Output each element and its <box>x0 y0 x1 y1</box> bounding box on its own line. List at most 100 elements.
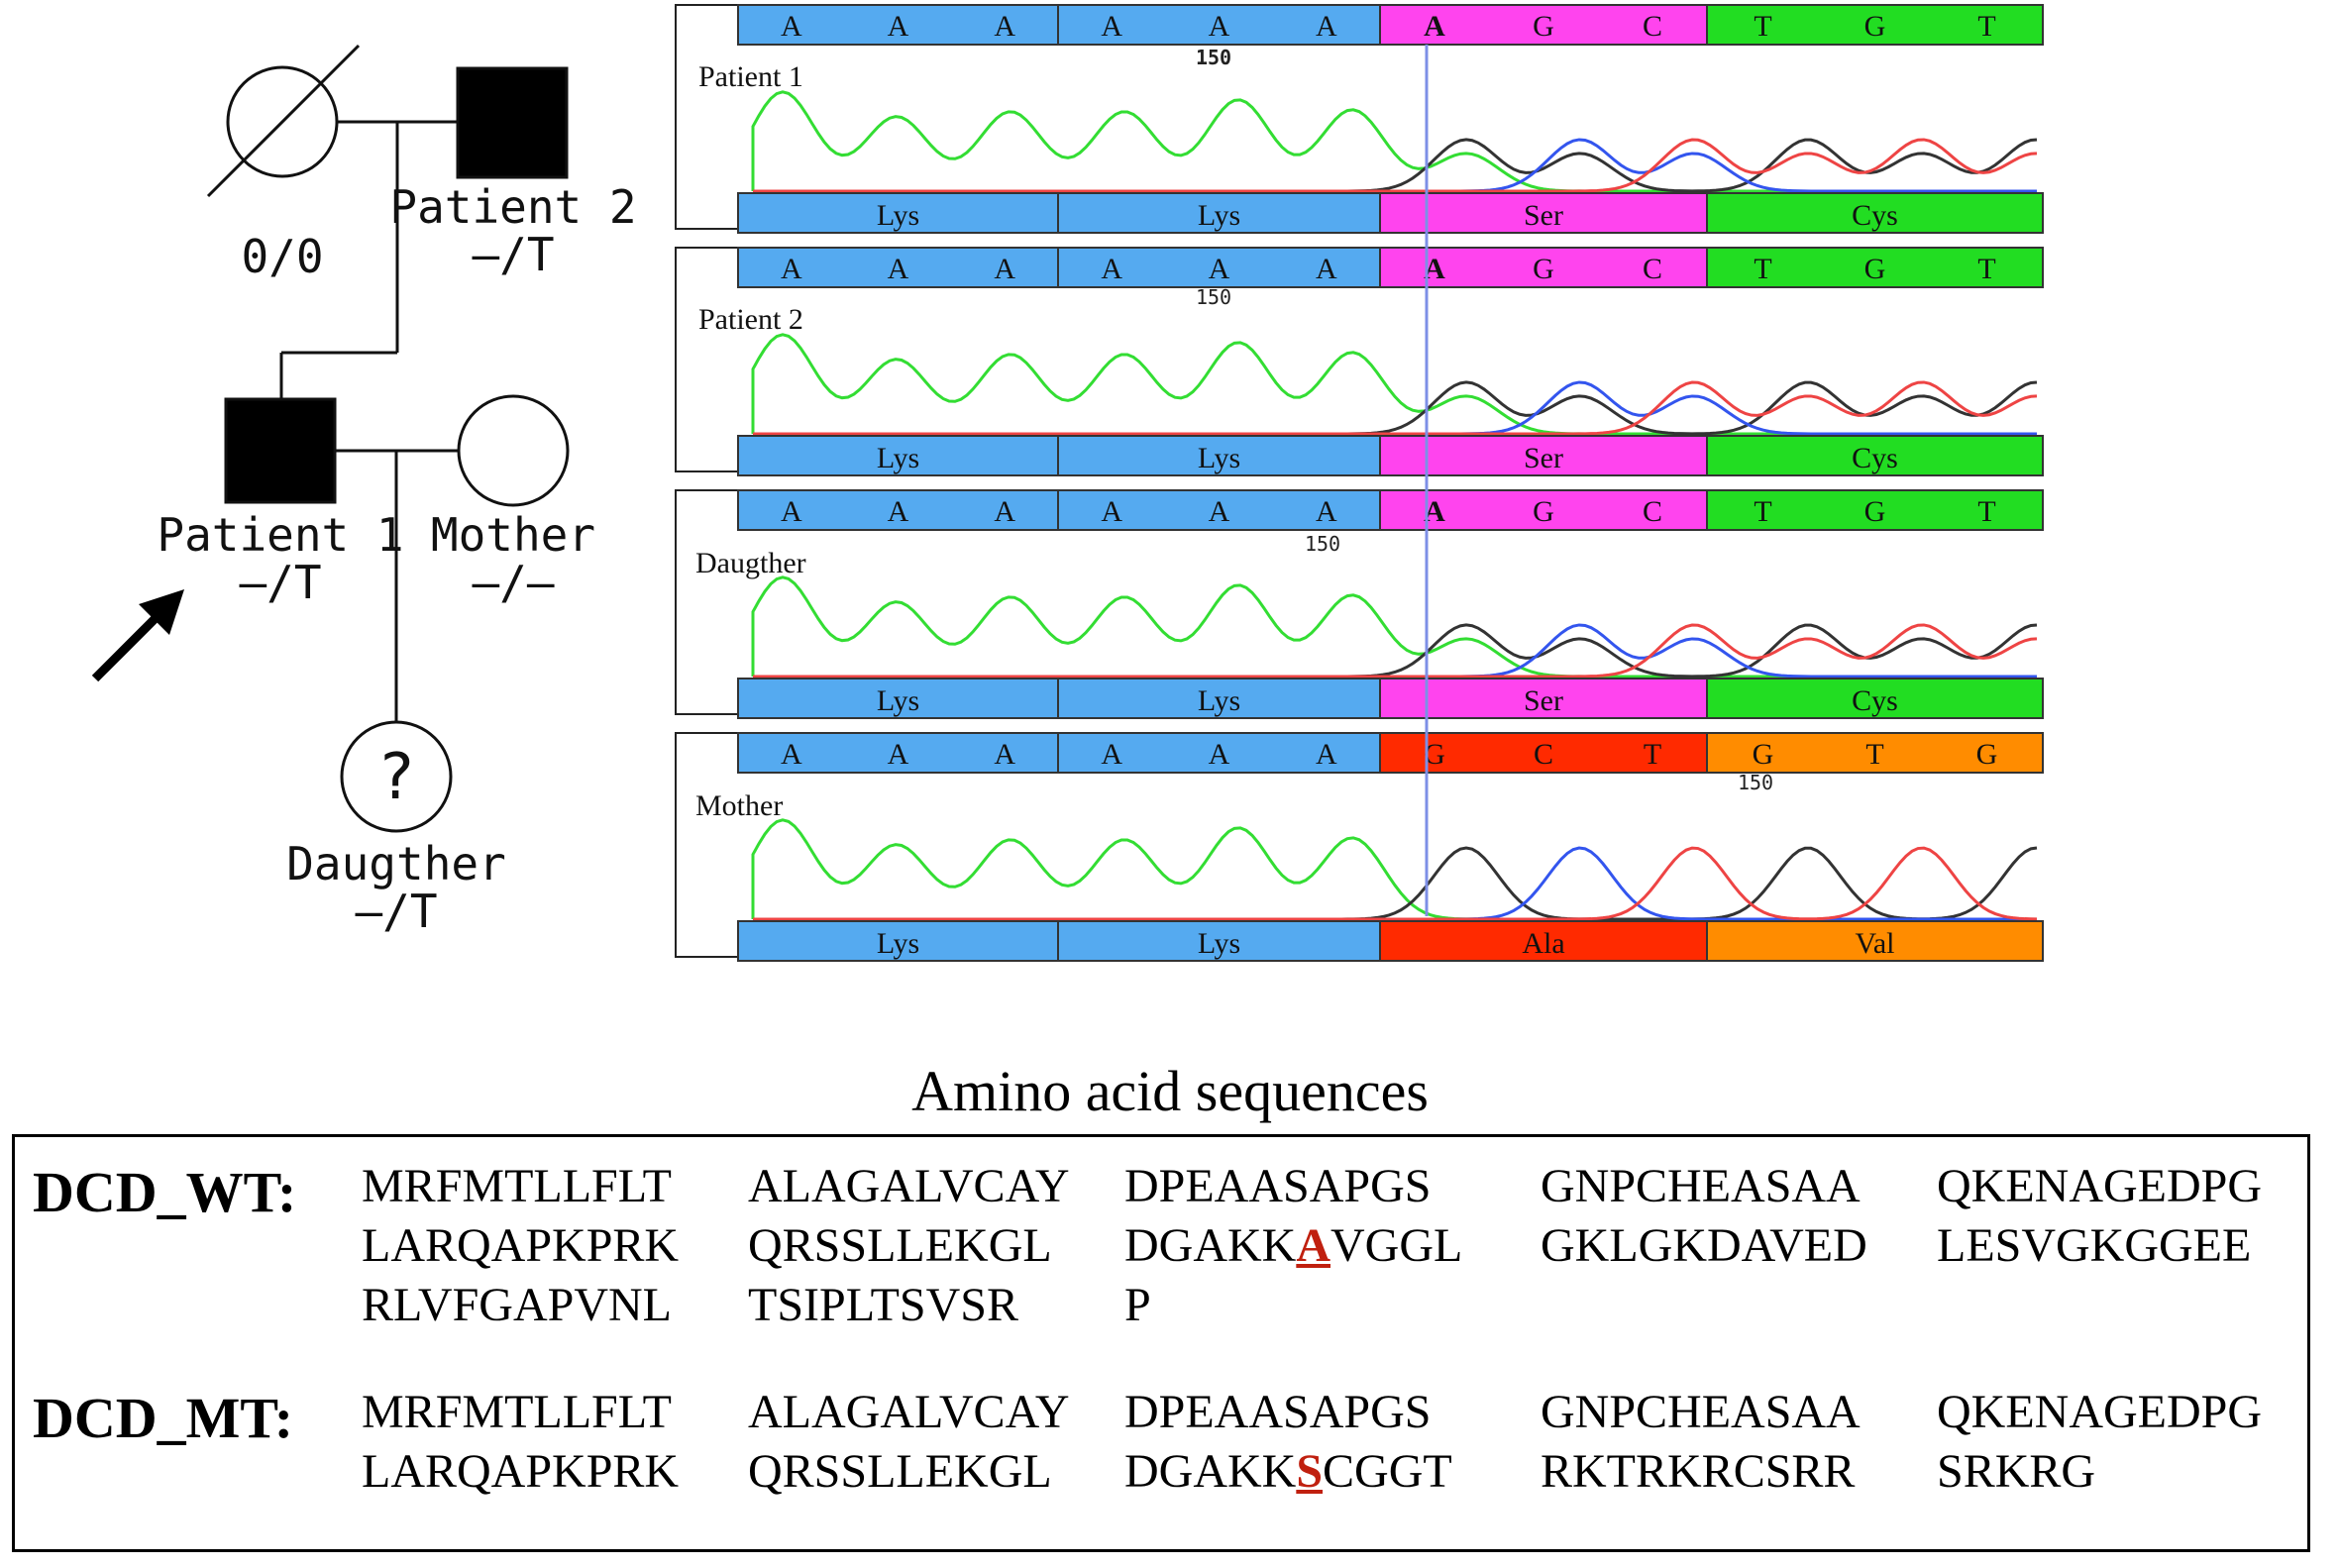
base-letter: A <box>1209 10 1230 43</box>
residue-group: GNPCHEASAA <box>1541 1386 1861 1438</box>
wt-label: DCD_WT: <box>33 1160 297 1224</box>
amino-acid-label: Lys <box>1198 684 1240 717</box>
base-letter: A <box>888 495 909 528</box>
residue-group: MRFMTLLFLT <box>362 1160 672 1212</box>
residue-group: QRSSLLEKGL <box>748 1219 1052 1272</box>
sample-name: Mother <box>695 789 783 822</box>
amino-acid-cell <box>1379 435 1708 476</box>
amino-acid-cell <box>737 435 1059 476</box>
trace-T <box>753 846 2038 921</box>
base-letter: G <box>1976 738 1998 771</box>
amino-acid-cell <box>1057 192 1381 234</box>
daughter-genotype: –/T <box>355 885 437 938</box>
base-letter: A <box>1209 738 1230 771</box>
proband-label: Patient 1 <box>157 508 403 562</box>
amino-acid-label: Cys <box>1852 199 1898 232</box>
residue-group: ALAGALVCAY <box>748 1386 1070 1438</box>
base-letter: A <box>1101 738 1122 771</box>
amino-acid-cell <box>737 678 1059 719</box>
position-label: 150 <box>1305 532 1340 556</box>
base-letter: A <box>888 253 909 285</box>
base-letter: T <box>1754 253 1771 285</box>
residue-group: RLVFGAPVNL <box>362 1279 672 1331</box>
residue-group: SRKRG <box>1937 1445 2096 1498</box>
grandfather-label: Patient 2 <box>389 180 636 234</box>
base-letter: A <box>994 495 1015 528</box>
base-letter: A <box>781 738 802 771</box>
base-letter: A <box>781 495 802 528</box>
base-letter: A <box>994 10 1015 43</box>
amino-acid-label: Lys <box>1198 442 1240 474</box>
amino-acid-label: Lys <box>877 927 919 960</box>
amino-acid-cell <box>1379 678 1708 719</box>
mother-genotype: –/– <box>472 556 554 609</box>
trace-A <box>751 90 2037 193</box>
base-letter: T <box>1977 10 1995 43</box>
panel-frame <box>675 4 738 230</box>
base-letter: G <box>1533 495 1554 528</box>
panel-frame <box>675 732 738 958</box>
amino-acid-cell <box>737 192 1059 234</box>
mt-label: DCD_MT: <box>33 1386 294 1450</box>
base-letter: T <box>1644 738 1661 771</box>
base-letter: A <box>1101 10 1122 43</box>
grandmother-symbol <box>226 65 339 178</box>
amino-acid-cell <box>1057 678 1381 719</box>
base-letter: T <box>1977 253 1995 285</box>
amino-acid-cell <box>1379 920 1708 962</box>
trace-A <box>751 575 2037 679</box>
sample-name: Patient 1 <box>698 60 803 93</box>
base-letter: T <box>1754 10 1771 43</box>
base-letter: C <box>1643 253 1662 285</box>
base-letter: A <box>1316 495 1337 528</box>
residue-group: RKTRKRCSRR <box>1541 1445 1856 1498</box>
base-letter: A <box>1316 10 1337 43</box>
base-letter: A <box>1209 495 1230 528</box>
chromatogram-2: A A A A A A A G C T G T 150 Patient 2 Lys Lys Ser Cys <box>675 247 2044 476</box>
base-letter: A <box>1424 10 1445 43</box>
base-letter: A <box>1101 495 1122 528</box>
codon-cell <box>1706 732 2044 774</box>
base-letter: A <box>1316 738 1337 771</box>
grandmother-genotype: 0/0 <box>241 230 323 283</box>
trace-A <box>751 333 2037 436</box>
base-letter: C <box>1643 495 1662 528</box>
trace-T <box>753 380 2038 436</box>
amino-acid-cell <box>1706 920 2044 962</box>
mother-label: Mother <box>431 508 595 562</box>
base-letter: A <box>1316 253 1337 285</box>
base-letter: A <box>994 738 1015 771</box>
base-letter: A <box>1424 495 1445 528</box>
panel-frame <box>675 489 738 715</box>
residue-group: GNPCHEASAA <box>1541 1160 1861 1212</box>
codon-cell <box>1057 732 1381 774</box>
sample-name: Patient 2 <box>698 303 803 336</box>
base-letter: T <box>1977 495 1995 528</box>
amino-acid-label: Lys <box>877 442 919 474</box>
amino-acid-cell <box>737 920 1059 962</box>
position-label: 150 <box>1196 46 1231 69</box>
residue-group: LESVGKGGEE <box>1937 1219 2252 1272</box>
base-letter: A <box>888 10 909 43</box>
amino-acid-label: Ser <box>1524 442 1563 474</box>
base-letter: G <box>1753 738 1774 771</box>
base-letter: C <box>1643 10 1662 43</box>
base-letter: A <box>1424 253 1445 285</box>
proband-symbol <box>224 397 337 504</box>
daughter-question-mark: ? <box>377 741 416 814</box>
residue-group: DPEAASAPGS <box>1124 1160 1432 1212</box>
amino-acid-cell <box>1706 435 2044 476</box>
pedigree <box>206 44 570 833</box>
sequence-box: DCD_WT: MRFMTLLFLT ALAGALVCAY DPEAASAPGS GNP… <box>12 1134 2310 1552</box>
amino-acid-label: Cys <box>1852 442 1898 474</box>
codon-cell <box>1706 4 2044 46</box>
residue-group: MRFMTLLFLT <box>362 1386 672 1438</box>
base-letter: A <box>888 738 909 771</box>
mutation-residue: A <box>1296 1219 1330 1272</box>
codon-cell <box>737 489 1059 531</box>
codon-cell <box>1706 489 2044 531</box>
chromatogram-1: A A A A A A A G C T G T 150 Patient 1 Lys Lys Ser Cys <box>675 4 2044 234</box>
trace-C <box>753 138 2037 193</box>
trace-G <box>753 623 2038 679</box>
